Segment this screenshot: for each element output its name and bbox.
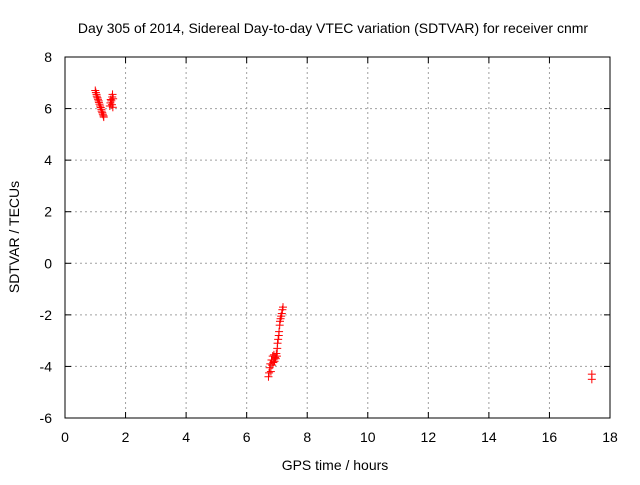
data-point — [264, 372, 273, 381]
y-tick-label: 0 — [44, 255, 52, 271]
x-tick-label: 2 — [122, 429, 130, 445]
tick-layer: 0 2 4 6 8 10 12 14 16 18 -6 -4 -2 0 2 4 6 8 — [40, 49, 618, 445]
y-tick-label: -6 — [40, 410, 53, 426]
x-tick-label: 0 — [61, 429, 69, 445]
x-tick-label: 12 — [421, 429, 437, 445]
data-point — [587, 375, 596, 384]
data-point — [108, 103, 117, 112]
data-point — [279, 303, 287, 312]
x-tick-label: 10 — [360, 429, 376, 445]
data-point — [91, 88, 100, 97]
data-point — [96, 101, 105, 110]
grid-layer — [65, 57, 610, 418]
y-axis-label: SDTVAR / TECUs — [6, 181, 22, 293]
data-point — [96, 103, 105, 112]
data-point — [275, 327, 284, 336]
chart-title: Day 305 of 2014, Sidereal Day-to-day VTE… — [78, 20, 588, 36]
data-point — [91, 86, 100, 95]
x-tick-label: 8 — [303, 429, 311, 445]
data-point — [94, 98, 103, 107]
data-point — [265, 368, 274, 377]
x-axis-label: GPS time / hours — [282, 457, 389, 473]
data-point — [108, 90, 117, 99]
data-point — [277, 309, 286, 318]
x-tick-label: 4 — [182, 429, 190, 445]
data-point — [107, 96, 116, 105]
data-point — [266, 367, 275, 376]
data-point — [274, 335, 283, 344]
x-tick-label: 18 — [602, 429, 618, 445]
plot-frame — [64, 56, 611, 419]
data-point — [273, 339, 282, 348]
y-tick-label: 4 — [44, 152, 52, 168]
x-tick-label: 6 — [243, 429, 251, 445]
data-point — [272, 352, 281, 361]
data-point — [99, 113, 108, 122]
data-point — [271, 353, 280, 362]
data-point — [95, 100, 104, 109]
y-tick-label: 8 — [44, 49, 52, 65]
data-point — [109, 94, 118, 103]
x-tick-label: 14 — [481, 429, 497, 445]
x-tick-label: 16 — [542, 429, 558, 445]
y-tick-label: 6 — [44, 101, 52, 117]
y-tick-label: 2 — [44, 204, 52, 220]
y-tick-label: -4 — [40, 358, 53, 374]
points-layer — [91, 86, 596, 384]
y-tick-label: -2 — [40, 307, 53, 323]
